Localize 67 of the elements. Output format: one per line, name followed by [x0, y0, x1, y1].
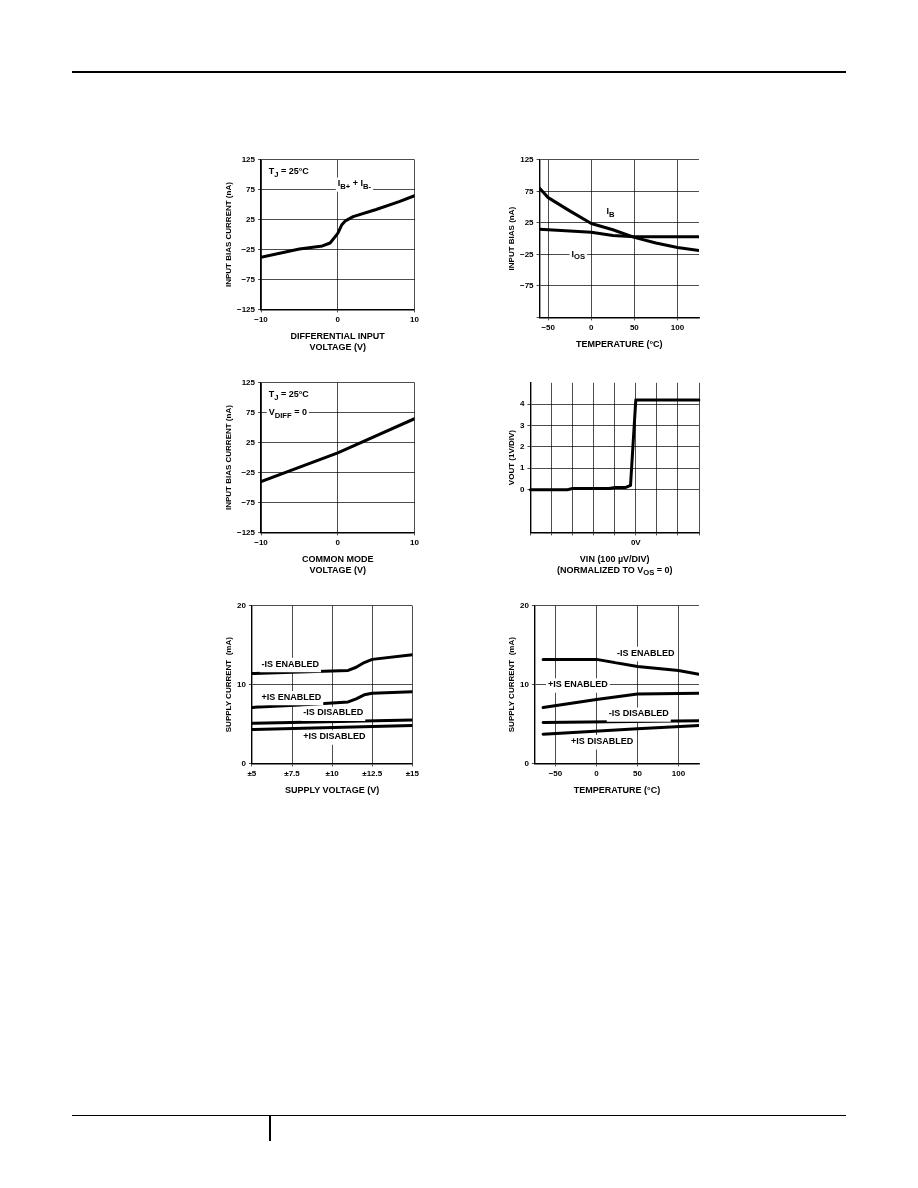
x-tick-label: ±7.5	[284, 769, 301, 779]
x-tick-label: ±5	[247, 769, 257, 779]
series-label: +IS DISABLED	[571, 735, 634, 746]
x-tick-label: 10	[410, 538, 420, 548]
y-axis-title: SUPPLY CURRENT (mA)	[507, 636, 517, 733]
y-tick-label: 75	[246, 184, 256, 194]
y-tick-label: 125	[241, 155, 256, 164]
x-tick-label: 0V	[630, 538, 642, 548]
y-tick-label: −25	[519, 249, 535, 259]
y-tick-label: 0	[520, 484, 525, 494]
y-axis-title: INPUT BIAS (nA)	[507, 206, 517, 271]
y-tick-label: 25	[246, 214, 256, 224]
y-tick-label: −125	[236, 304, 256, 314]
x-tick-label: 0	[594, 769, 600, 779]
x-tick-label: −10	[254, 315, 269, 325]
y-tick-label: 75	[524, 186, 535, 196]
y-tick-label: 2	[520, 442, 525, 452]
y-tick-label: 10	[519, 679, 530, 689]
x-tick-label: 50	[633, 769, 643, 779]
x-tick-label: 100	[671, 769, 686, 779]
series-label: -IS ENABLED	[261, 658, 320, 669]
x-tick-label: ±10	[325, 769, 340, 779]
x-axis-title: TEMPERATURE (°C)	[576, 338, 663, 349]
y-tick-label: 0	[241, 758, 247, 768]
y-tick-label: 125	[241, 378, 256, 387]
y-tick-label: 0	[524, 758, 530, 768]
x-tick-label: −50	[548, 769, 563, 779]
y-tick-label: −25	[241, 467, 256, 477]
y-tick-label: −75	[241, 274, 256, 284]
x-tick-label: −10	[254, 538, 269, 548]
series-label: +IS DISABLED	[303, 731, 367, 742]
y-axis-title: INPUT BIAS CURRENT (nA)	[224, 181, 234, 288]
x-tick-label: 0	[335, 315, 341, 325]
x-tick-label: 10	[410, 315, 420, 325]
y-tick-label: 20	[236, 601, 247, 610]
y-tick-label: 20	[519, 601, 530, 610]
y-tick-label: 125	[520, 155, 535, 164]
x-tick-label: ±12.5	[362, 769, 383, 779]
x-axis-title: DIFFERENTIAL INPUT VOLTAGE (V)	[290, 330, 386, 352]
x-tick-label: 0	[589, 323, 595, 333]
y-tick-label: −75	[519, 281, 535, 291]
x-axis-title: COMMON MODE VOLTAGE (V)	[302, 553, 374, 575]
y-tick-label: 10	[236, 679, 247, 689]
y-axis-title: SUPPLY CURRENT (mA)	[224, 636, 234, 733]
x-axis-title: TEMPERATURE (°C)	[573, 784, 661, 795]
x-tick-label: −50	[541, 323, 556, 333]
series-label: +IS ENABLED	[548, 679, 609, 690]
y-tick-label: 4	[520, 399, 525, 409]
x-tick-label: ±15	[405, 769, 420, 779]
y-tick-label: 25	[524, 218, 535, 228]
y-tick-label: 1	[520, 463, 525, 473]
x-tick-label: 50	[629, 323, 640, 333]
y-tick-label: −75	[241, 497, 256, 507]
y-axis-title: VOUT (1V/DIV)	[507, 429, 517, 486]
y-tick-label: 25	[246, 437, 256, 447]
x-axis-title: SUPPLY VOLTAGE (V)	[284, 784, 380, 795]
x-tick-label: 100	[670, 323, 685, 333]
y-tick-label: 3	[520, 420, 525, 430]
y-tick-label: −25	[241, 244, 256, 254]
y-axis-title: INPUT BIAS CURRENT (nA)	[224, 404, 234, 511]
series-label: +IS ENABLED	[261, 691, 322, 702]
y-tick-label: 75	[246, 407, 256, 417]
series-label: -IS ENABLED	[616, 647, 675, 658]
x-tick-label: 0	[335, 538, 341, 548]
series-label: -IS DISABLED	[303, 707, 364, 718]
y-tick-label: −125	[236, 527, 256, 537]
series-label: -IS DISABLED	[608, 708, 670, 719]
